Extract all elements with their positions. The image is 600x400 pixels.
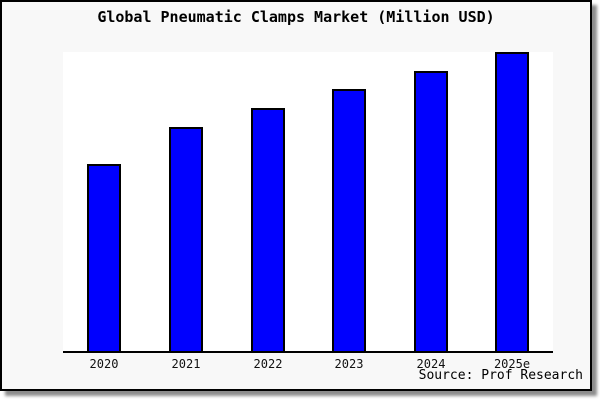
bar-2020 (87, 164, 121, 352)
x-tick-label-2025e: 2025e (493, 357, 531, 371)
plot-area (63, 52, 553, 352)
chart-figure: Global Pneumatic Clamps Market (Million … (0, 0, 592, 391)
bar-2025e (495, 52, 529, 352)
bar-2022 (251, 108, 285, 352)
chart-title: Global Pneumatic Clamps Market (Million … (97, 8, 495, 26)
x-tick-label-2022: 2022 (253, 357, 283, 371)
source-credit: Source: Prof Research (418, 368, 583, 383)
bar-2023 (332, 89, 366, 352)
x-tick-label-2020: 2020 (89, 357, 119, 371)
x-tick-label-2024: 2024 (416, 357, 446, 371)
x-axis-line (63, 351, 553, 353)
bar-2021 (169, 127, 203, 352)
x-tick-label-2021: 2021 (171, 357, 201, 371)
x-tick-label-2023: 2023 (334, 357, 364, 371)
bar-2024 (414, 71, 448, 352)
